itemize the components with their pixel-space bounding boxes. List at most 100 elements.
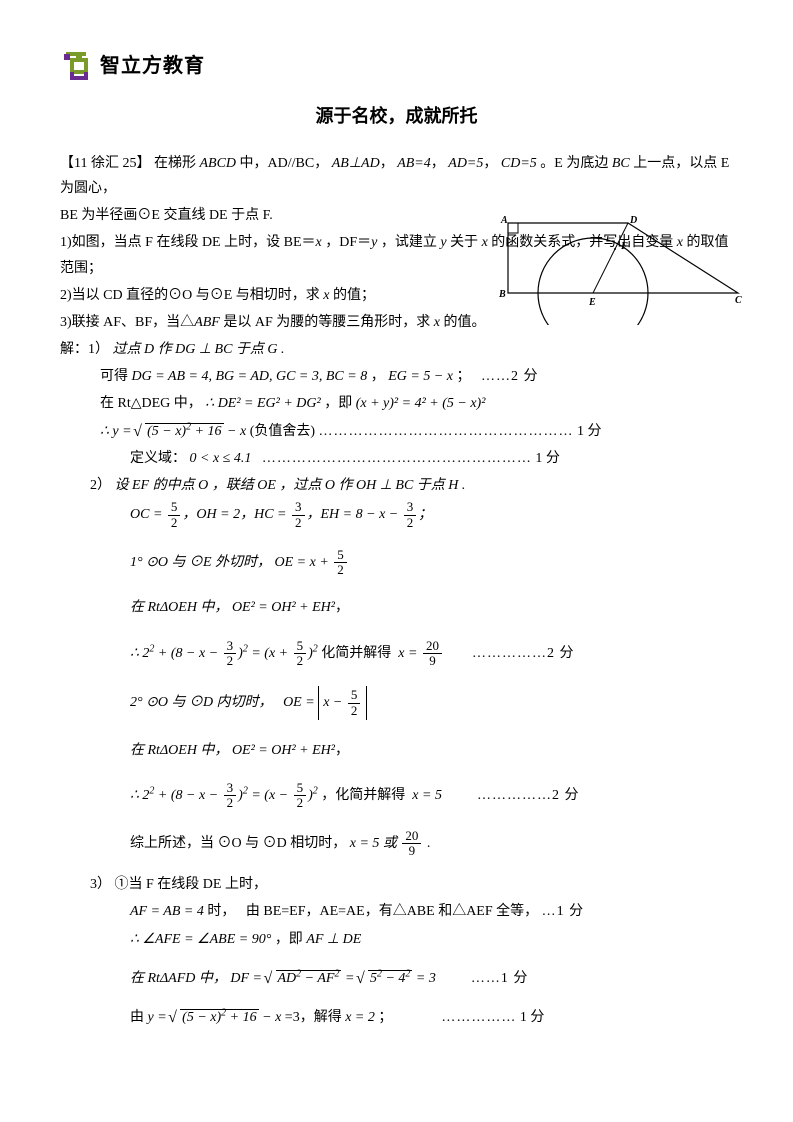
t: AB⊥AD [332, 156, 380, 171]
pts: ……1 分 [471, 971, 529, 986]
t: 综上所述，当 ⊙O 与 ⊙D 相切时， [130, 836, 346, 851]
t: 由 [130, 1010, 148, 1025]
brand-header: 智立方教育 [60, 50, 733, 82]
sol-2-eq2: ∴ 22 + (8 − x − 32)2 = (x − 52)2 ，化简并解得 … [60, 781, 733, 811]
label-f: F [620, 241, 628, 252]
t: ∴ ∠AFE = ∠ABE = 90° [130, 932, 271, 947]
t: ①当 F 在线段 DE 上时， [115, 877, 267, 892]
sol-3-2: AF = AB = 4 时， 由 BE=EF，AE=AE，有△ABE 和△AEF… [60, 899, 733, 924]
sol-2-oc: OC = 52，OH = 2，HC = 32，EH = 8 − x − 32； [60, 500, 733, 530]
t: 过点 D 作 DG ⊥ BC 于点 G . [113, 342, 285, 357]
t: ∴ [100, 424, 112, 439]
pts: 1 分 [577, 424, 602, 439]
t: ， [371, 369, 385, 384]
t: BC [612, 156, 630, 171]
sol-1-head: 解：1） 过点 D 作 DG ⊥ BC 于点 G . [60, 337, 733, 362]
t: 中，AD//BC， [240, 156, 329, 171]
sol-2-rt2: 在 RtΔOEH 中， OE² = OH² + EH²， [60, 738, 733, 763]
t: ，即 [324, 396, 356, 411]
pts: ……2 分 [481, 369, 539, 384]
t: 解：1） [60, 342, 109, 357]
t: ，试建立 [381, 235, 441, 250]
t: 2） [90, 478, 111, 493]
sol-2-summary: 综上所述，当 ⊙O 与 ⊙D 相切时， x = 5 或 209 . [60, 829, 733, 859]
t: 是以 AF 为腰的等腰三角形时，求 [223, 315, 433, 330]
sol-2-case1: 1° ⊙O 与 ⊙E 外切时， OE = x + 52 [60, 548, 733, 578]
sol-3-3: ∴ ∠AFE = ∠ABE = 90° ，即 AF ⊥ DE [60, 927, 733, 952]
t: EG = 5 − x [388, 369, 453, 384]
t: 在 RtΔOEH 中， [130, 600, 228, 615]
problem-label: 【11 徐汇 25】 [60, 156, 150, 171]
sol-1-2: 可得 DG = AB = 4, BG = AD, GC = 3, BC = 8 … [60, 364, 733, 389]
t: AF ⊥ DE [306, 932, 361, 947]
t: 3)联接 AF、BF，当△ [60, 315, 194, 330]
t: x [482, 235, 488, 250]
pts: ……………2 分 [477, 788, 580, 803]
t: 1)如图，当点 F 在线段 DE 上时，设 BE＝ [60, 235, 316, 250]
t: ； [457, 369, 471, 384]
t: 可得 [100, 369, 132, 384]
t: 在 RtΔOEH 中， [130, 743, 228, 758]
label-d: D [629, 215, 637, 226]
sol-1-4: ∴ y = (5 − x)2 + 16 − x (负值舍去) ………………………… [60, 419, 733, 444]
t: 定义域： [130, 451, 186, 466]
pts: …1 分 [542, 904, 585, 919]
geometry-figure: A D B C E F [493, 215, 743, 325]
t: AD=5 [448, 156, 483, 171]
t: 在 Rt△DEG 中， [100, 396, 202, 411]
t: ，即 [275, 932, 307, 947]
sol-3-5: 由 y = (5 − x)2 + 16 − x =3，解得 x = 2 ； ……… [60, 1005, 733, 1030]
t: ……………………………………………… [262, 451, 532, 466]
t: 的值； [330, 288, 376, 303]
t: y [440, 235, 446, 250]
brand-name: 智立方教育 [100, 50, 205, 82]
label-a: A [500, 215, 508, 226]
t: 由 BE=EF，AE=AE，有△ABE 和△AEF 全等， [246, 904, 538, 919]
t: y [371, 235, 377, 250]
t: AF = AB = 4 [130, 904, 204, 919]
sol-1-3: 在 Rt△DEG 中， ∴ DE² = EG² + DG² ，即 (x + y)… [60, 391, 733, 416]
t: . [427, 836, 431, 851]
t: ABCD [199, 156, 236, 171]
sol-2-head: 2） 设 EF 的中点 O ，联结 OE ，过点 O 作 OH ⊥ BC 于点 … [60, 473, 733, 498]
t: OE² = OH² + EH² [232, 743, 335, 758]
t: 设 EF 的中点 O ，联结 OE ，过点 O 作 OH ⊥ BC 于点 H . [115, 478, 466, 493]
t: …………… [441, 1010, 516, 1025]
pts: ……………2 分 [472, 646, 575, 661]
sol-2-eq1: ∴ 22 + (8 − x − 32)2 = (x + 52)2 化简并解得 x… [60, 639, 733, 669]
t: 在 RtΔAFD 中， [130, 971, 227, 986]
sol-1-5: 定义域： 0 < x ≤ 4.1 ……………………………………………… 1 分 [60, 446, 733, 471]
t: 0 < x ≤ 4.1 [190, 451, 252, 466]
t: 关于 [450, 235, 482, 250]
t: 在梯形 [154, 156, 196, 171]
t: x [316, 235, 322, 250]
t: 的值。 [440, 315, 486, 330]
t: AB=4 [397, 156, 431, 171]
problem-intro: 【11 徐汇 25】 在梯形 ABCD 中，AD//BC， AB⊥AD， AB=… [60, 151, 733, 201]
t: ABF [194, 315, 220, 330]
sol-2-case2: 2° ⊙O 与 ⊙D 内切时， OE = x − 52 [60, 686, 733, 720]
t: 。E 为底边 [540, 156, 612, 171]
t: DG = AB = 4, BG = AD, GC = 3, BC = 8 [132, 369, 368, 384]
t: ； [378, 1010, 392, 1025]
t: =3，解得 [285, 1010, 345, 1025]
pts: 1 分 [520, 1010, 545, 1025]
tagline: 源于名校，成就所托 [60, 102, 733, 131]
t: CD=5 [501, 156, 537, 171]
logo-icon [60, 50, 92, 82]
t: 1° ⊙O 与 ⊙E 外切时， [130, 555, 271, 570]
t: (负值舍去) [250, 424, 315, 439]
t: 2° ⊙O 与 ⊙D 内切时， [130, 695, 273, 710]
t: 时， [207, 904, 235, 919]
t: x = 2 [345, 1010, 375, 1025]
t: ，DF＝ [325, 235, 371, 250]
t: ∴ DE² = EG² + DG² [205, 396, 320, 411]
t: ，化简并解得 [321, 788, 405, 803]
label-e: E [588, 297, 596, 308]
label-c: C [735, 295, 742, 306]
pts: 1 分 [535, 451, 560, 466]
label-b: B [498, 289, 506, 300]
sol-2-rt1: 在 RtΔOEH 中， OE² = OH² + EH²， [60, 595, 733, 620]
t: (x + y)² = 4² + (5 − x)² [356, 396, 486, 411]
sol-3-4: 在 RtΔAFD 中， DF = AD2 − AF2 = 52 − 42 = 3… [60, 966, 733, 991]
